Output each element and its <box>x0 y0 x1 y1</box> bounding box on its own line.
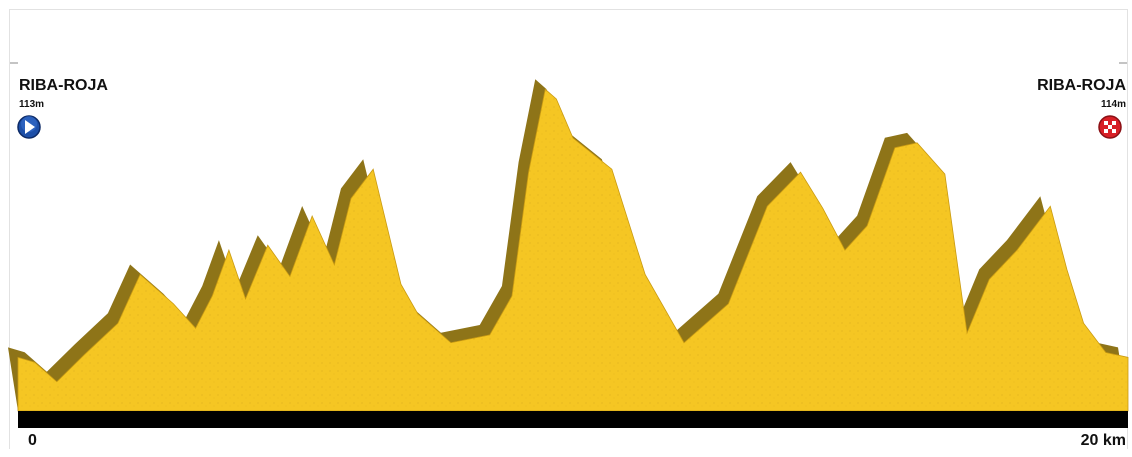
elevation-area <box>17 88 1129 412</box>
frame-left-border <box>9 9 10 449</box>
start-location-name: RIBA-ROJA <box>19 77 108 94</box>
terrain-fill <box>17 88 1129 412</box>
finish-location-name: RIBA-ROJA <box>1037 77 1126 94</box>
x-tick-label-start: 0 <box>28 432 37 449</box>
x-tick-label-end: 20 km <box>1080 432 1126 449</box>
route-base-bar <box>18 411 1128 428</box>
frame-right-border <box>1127 9 1128 449</box>
start-altitude: 113m <box>19 99 45 110</box>
finish-altitude: 114m <box>1100 99 1126 110</box>
checkered-finish-icon <box>1098 115 1122 139</box>
play-start-icon <box>17 115 41 139</box>
frame-top-border <box>9 9 1127 10</box>
